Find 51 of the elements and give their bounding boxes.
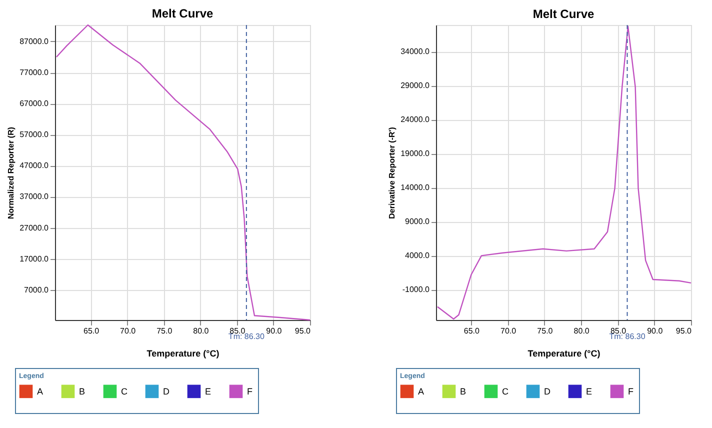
y-tick-label: 37000.0 — [20, 192, 50, 202]
y-axis-title: Normalized Reporter (R) — [6, 126, 16, 220]
x-tick-label: 95.0 — [676, 326, 692, 336]
y-axis-title: Derivative Reporter (-R') — [388, 126, 397, 219]
y-tick-label: 87000.0 — [20, 36, 50, 46]
legend-label: F — [628, 386, 634, 396]
y-tick-label: 67000.0 — [20, 99, 50, 108]
y-tick-label: 14000.0 — [400, 183, 430, 192]
y-tick-label: 77000.0 — [20, 68, 50, 78]
x-tick-label: 80.0 — [574, 326, 590, 336]
legend-label: F — [247, 386, 253, 396]
y-tick-label: 57000.0 — [20, 130, 50, 140]
ref-line-label: Tm: 86.30 — [609, 332, 646, 341]
y-tick-label: 19000.0 — [400, 149, 430, 158]
x-tick-label: 75.0 — [537, 326, 554, 336]
y-tick-label: 47000.0 — [20, 161, 50, 170]
x-tick-label: 65.0 — [84, 326, 100, 336]
y-tick-label: 27000.0 — [20, 223, 50, 232]
x-tick-label: 90.0 — [647, 326, 664, 336]
x-axis-title: Temperature (°C) — [146, 348, 220, 358]
x-axis-title: Temperature (°C) — [528, 348, 600, 358]
legend-label: E — [586, 386, 592, 396]
legend-label: A — [37, 386, 44, 396]
y-tick-label: 9000.0 — [405, 217, 430, 226]
legend-label: B — [460, 386, 466, 396]
legend-label: C — [502, 386, 509, 396]
legend-label: B — [79, 386, 86, 396]
line-series — [56, 24, 311, 321]
y-tick-label: 4000.0 — [405, 251, 430, 260]
x-tick-label: 65.0 — [464, 326, 480, 336]
y-tick-label: 7000.0 — [24, 285, 50, 294]
x-tick-label: 75.0 — [156, 326, 173, 336]
legend-label: E — [205, 386, 212, 396]
x-tick-label: 70.0 — [120, 326, 136, 336]
legend-label: A — [418, 386, 424, 396]
chart-title: Melt Curve — [152, 6, 214, 20]
x-tick-label: 70.0 — [500, 326, 517, 336]
legend-label: D — [163, 386, 170, 396]
legend-label: C — [121, 386, 128, 396]
y-tick-label: 34000.0 — [400, 47, 430, 56]
x-tick-label: 95.0 — [294, 326, 312, 336]
y-tick-label: 24000.0 — [400, 115, 430, 124]
legend-label: D — [544, 386, 551, 396]
y-tick-label: 29000.0 — [400, 81, 430, 90]
x-tick-label: 90.0 — [266, 326, 282, 336]
x-tick-label: 80.0 — [193, 326, 210, 336]
line-series — [436, 26, 692, 320]
y-tick-label: 17000.0 — [20, 254, 50, 264]
y-tick-label: -1000.0 — [402, 285, 430, 294]
ref-line-label: Tm: 86.30 — [228, 332, 265, 341]
chart-title: Melt Curve — [532, 7, 594, 21]
